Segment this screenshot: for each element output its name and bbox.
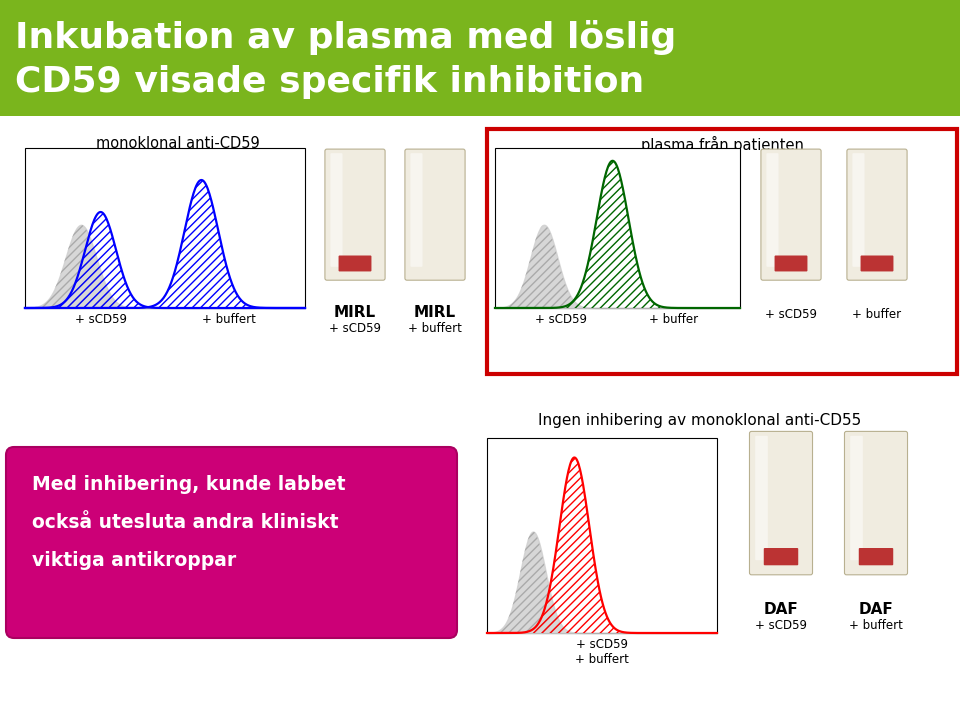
FancyBboxPatch shape bbox=[339, 256, 372, 271]
FancyBboxPatch shape bbox=[852, 153, 865, 267]
FancyBboxPatch shape bbox=[845, 431, 907, 575]
Text: + sCD59: + sCD59 bbox=[535, 313, 588, 326]
FancyBboxPatch shape bbox=[405, 149, 465, 281]
Text: + buffert: + buffert bbox=[575, 653, 629, 666]
FancyBboxPatch shape bbox=[756, 436, 768, 560]
Text: plasma från patienten: plasma från patienten bbox=[640, 136, 804, 153]
FancyBboxPatch shape bbox=[411, 153, 422, 267]
Text: + sCD59: + sCD59 bbox=[755, 619, 807, 632]
FancyBboxPatch shape bbox=[847, 149, 907, 281]
Text: monoklonal anti-CD59: monoklonal anti-CD59 bbox=[96, 136, 260, 151]
Text: + sCD59: + sCD59 bbox=[75, 313, 127, 326]
Text: + sCD59: + sCD59 bbox=[765, 308, 817, 321]
Text: + sCD59: + sCD59 bbox=[329, 322, 381, 335]
Text: MIRL: MIRL bbox=[414, 305, 456, 320]
Text: + buffer: + buffer bbox=[852, 308, 901, 321]
Text: också utesluta andra kliniskt: också utesluta andra kliniskt bbox=[32, 513, 339, 532]
Bar bbox=[0, 0, 960, 116]
Text: + buffert: + buffert bbox=[849, 619, 903, 632]
Text: Ingen inhibering av monoklonal anti-CD55: Ingen inhibering av monoklonal anti-CD55 bbox=[539, 413, 862, 428]
Text: Inkubation av plasma med löslig: Inkubation av plasma med löslig bbox=[15, 20, 676, 55]
Text: DAF: DAF bbox=[858, 602, 894, 617]
FancyBboxPatch shape bbox=[324, 149, 385, 281]
Text: Med inhibering, kunde labbet: Med inhibering, kunde labbet bbox=[32, 475, 346, 494]
FancyBboxPatch shape bbox=[330, 153, 343, 267]
Bar bbox=[25, 148, 305, 308]
FancyBboxPatch shape bbox=[860, 256, 894, 271]
FancyBboxPatch shape bbox=[775, 256, 807, 271]
Text: DAF: DAF bbox=[763, 602, 799, 617]
FancyBboxPatch shape bbox=[750, 431, 812, 575]
FancyBboxPatch shape bbox=[6, 447, 457, 638]
Text: + buffert: + buffert bbox=[408, 322, 462, 335]
FancyBboxPatch shape bbox=[859, 548, 893, 565]
Text: viktiga antikroppar: viktiga antikroppar bbox=[32, 551, 236, 570]
Text: MIRL: MIRL bbox=[334, 305, 376, 320]
Text: + buffer: + buffer bbox=[649, 313, 699, 326]
FancyBboxPatch shape bbox=[851, 436, 863, 560]
Text: + buffert: + buffert bbox=[203, 313, 256, 326]
Bar bbox=[487, 129, 957, 374]
FancyBboxPatch shape bbox=[764, 548, 798, 565]
FancyBboxPatch shape bbox=[761, 149, 821, 281]
Text: + sCD59: + sCD59 bbox=[576, 638, 628, 651]
Text: CD59 visade specifik inhibition: CD59 visade specifik inhibition bbox=[15, 65, 644, 99]
Bar bbox=[487, 438, 717, 633]
Bar bbox=[495, 148, 740, 308]
FancyBboxPatch shape bbox=[766, 153, 779, 267]
